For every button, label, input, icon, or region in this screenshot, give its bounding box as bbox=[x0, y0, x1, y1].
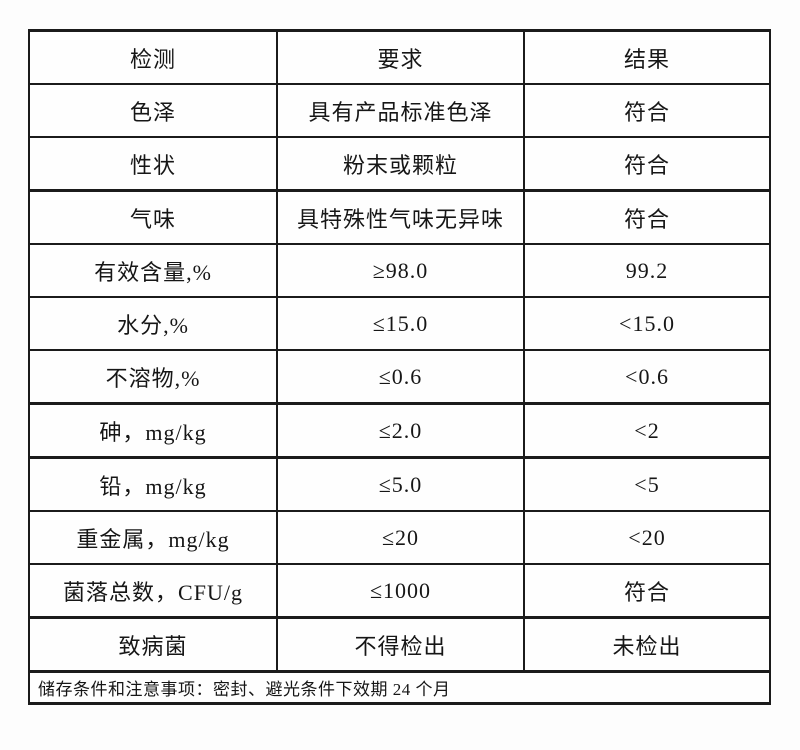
cell-requirement: ≤0.6 bbox=[276, 349, 525, 405]
cell-result: 符合 bbox=[523, 136, 771, 192]
cell-test: 不溶物,% bbox=[28, 349, 278, 405]
table-row: 砷，mg/kg ≤2.0 <2 bbox=[28, 402, 771, 459]
cell-requirement: ≤5.0 bbox=[276, 456, 525, 512]
cell-requirement: ≤15.0 bbox=[276, 296, 525, 351]
table-row: 有效含量,% ≥98.0 99.2 bbox=[28, 243, 771, 298]
table-row: 色泽 具有产品标准色泽 符合 bbox=[28, 83, 771, 138]
cell-test: 重金属，mg/kg bbox=[28, 510, 278, 565]
table-row: 重金属，mg/kg ≤20 <20 bbox=[28, 510, 771, 565]
cell-requirement: 不得检出 bbox=[276, 616, 525, 673]
storage-note: 储存条件和注意事项：密封、避光条件下效期 24 个月 bbox=[28, 670, 771, 705]
table-row: 性状 粉末或颗粒 符合 bbox=[28, 136, 771, 192]
table-row: 水分,% ≤15.0 <15.0 bbox=[28, 296, 771, 351]
table-row: 致病菌 不得检出 未检出 bbox=[28, 616, 771, 673]
cell-test: 水分,% bbox=[28, 296, 278, 351]
cell-requirement: ≤20 bbox=[276, 510, 525, 565]
table-row: 菌落总数，CFU/g ≤1000 符合 bbox=[28, 563, 771, 619]
cell-result: 未检出 bbox=[523, 616, 771, 673]
header-row: 检测 要求 结果 bbox=[28, 29, 771, 85]
cell-test: 色泽 bbox=[28, 83, 278, 138]
cell-result: <5 bbox=[523, 456, 771, 512]
cell-requirement: 具有产品标准色泽 bbox=[276, 83, 525, 138]
cell-result: 99.2 bbox=[523, 243, 771, 298]
cell-requirement: 具特殊性气味无异味 bbox=[276, 189, 525, 245]
cell-test: 菌落总数，CFU/g bbox=[28, 563, 278, 619]
cell-test: 性状 bbox=[28, 136, 278, 192]
inspection-spec-table: 检测 要求 结果 色泽 具有产品标准色泽 符合 性状 粉末或颗粒 符合 气味 具… bbox=[28, 29, 771, 705]
cell-test: 有效含量,% bbox=[28, 243, 278, 298]
cell-test: 气味 bbox=[28, 189, 278, 245]
header-cell-result: 结果 bbox=[523, 29, 771, 85]
cell-test: 铅，mg/kg bbox=[28, 456, 278, 512]
cell-test: 砷，mg/kg bbox=[28, 402, 278, 459]
table-row: 气味 具特殊性气味无异味 符合 bbox=[28, 189, 771, 245]
table-row: 不溶物,% ≤0.6 <0.6 bbox=[28, 349, 771, 405]
cell-result: 符合 bbox=[523, 189, 771, 245]
header-cell-requirement: 要求 bbox=[276, 29, 525, 85]
cell-result: <15.0 bbox=[523, 296, 771, 351]
cell-result: 符合 bbox=[523, 563, 771, 619]
cell-requirement: ≤1000 bbox=[276, 563, 525, 619]
cell-requirement: ≥98.0 bbox=[276, 243, 525, 298]
cell-result: <0.6 bbox=[523, 349, 771, 405]
cell-requirement: ≤2.0 bbox=[276, 402, 525, 459]
cell-result: 符合 bbox=[523, 83, 771, 138]
table-row: 铅，mg/kg ≤5.0 <5 bbox=[28, 456, 771, 512]
footer-note-row: 储存条件和注意事项：密封、避光条件下效期 24 个月 bbox=[28, 670, 771, 705]
cell-result: <2 bbox=[523, 402, 771, 459]
cell-result: <20 bbox=[523, 510, 771, 565]
header-cell-test: 检测 bbox=[28, 29, 278, 85]
cell-test: 致病菌 bbox=[28, 616, 278, 673]
cell-requirement: 粉末或颗粒 bbox=[276, 136, 525, 192]
